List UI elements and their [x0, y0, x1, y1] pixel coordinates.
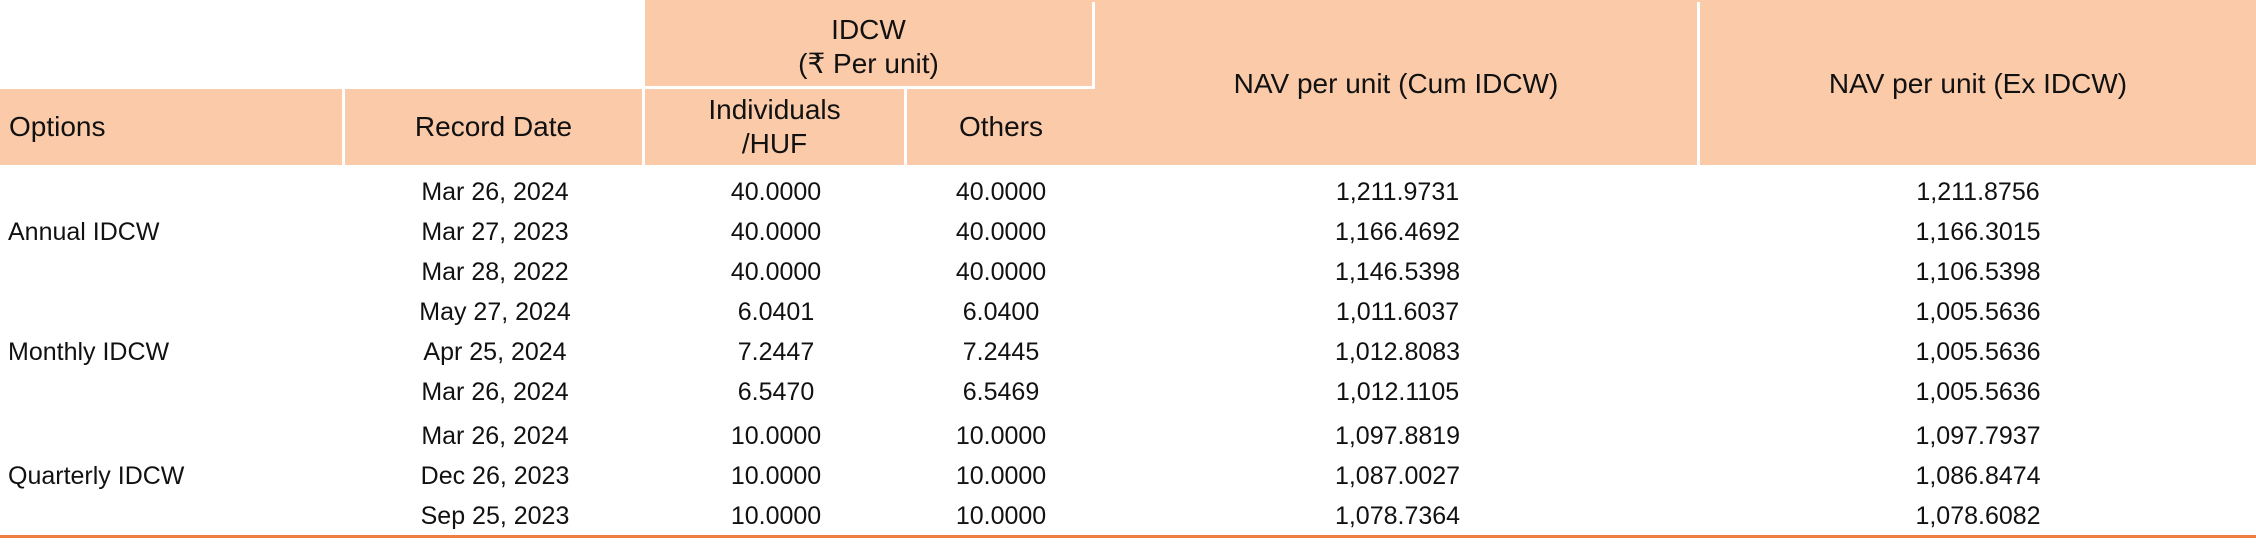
table-row: Mar 27, 2023 40.0000 40.0000 1,166.4692 … — [0, 212, 2256, 252]
option-cell-annual: Annual IDCW — [8, 218, 160, 246]
nav-cum-cell: 1,012.1105 — [1335, 378, 1460, 406]
individuals-cell: 10.0000 — [730, 462, 822, 490]
record-date-cell: Mar 26, 2024 — [421, 422, 569, 450]
header-record-date: Record Date — [345, 89, 645, 168]
header-idcw-title: IDCW — [831, 14, 906, 45]
individuals-cell: 40.0000 — [730, 178, 822, 206]
record-date-cell: Mar 26, 2024 — [421, 378, 569, 406]
nav-ex-cell: 1,166.3015 — [1915, 218, 2041, 246]
nav-cum-cell: 1,166.4692 — [1334, 218, 1461, 246]
record-date-cell: Dec 26, 2023 — [420, 462, 570, 490]
table-body: Annual IDCW Mar 26, 2024 40.0000 40.0000… — [0, 168, 2256, 536]
nav-ex-cell: 1,211.8756 — [1916, 178, 2040, 206]
header-nav-ex: NAV per unit (Ex IDCW) — [1700, 2, 2256, 168]
nav-ex-cell: 1,078.6082 — [1915, 502, 2041, 530]
table-row: Apr 25, 2024 7.2447 7.2445 1,012.8083 1,… — [0, 332, 2256, 372]
record-date-cell: Apr 25, 2024 — [423, 338, 567, 366]
header-nav-cum: NAV per unit (Cum IDCW) — [1095, 2, 1700, 168]
others-cell: 40.0000 — [955, 218, 1047, 246]
record-date-cell: Mar 27, 2023 — [421, 218, 569, 246]
table-row: Quarterly IDCW Mar 26, 2024 10.0000 10.0… — [0, 412, 2256, 490]
individuals-cell: 6.0401 — [737, 298, 815, 326]
nav-cum-cell: 1,011.6037 — [1335, 298, 1460, 326]
individuals-cell: 6.5470 — [737, 378, 815, 406]
individuals-cell: 40.0000 — [730, 258, 822, 286]
record-date-cell: Mar 26, 2024 — [421, 178, 569, 206]
record-date-cell: May 27, 2024 — [419, 298, 571, 326]
header-individuals-label: Individuals — [708, 94, 841, 125]
header-options: Options — [0, 89, 345, 168]
table-bottom-rule — [0, 535, 2256, 538]
table-row: Mar 26, 2024 6.5470 6.5469 1,012.1105 1,… — [0, 372, 2256, 412]
header-idcw-subtitle: (₹ Per unit) — [798, 48, 939, 79]
individuals-cell: 40.0000 — [730, 218, 822, 246]
others-cell: 40.0000 — [955, 258, 1047, 286]
individuals-cell: 10.0000 — [730, 422, 822, 450]
header-idcw: IDCW (₹ Per unit) — [645, 2, 1095, 89]
table-row: Sep 25, 2023 10.0000 10.0000 1,078.7364 … — [0, 496, 2256, 536]
others-cell: 10.0000 — [955, 462, 1047, 490]
header-individuals: Individuals /HUF — [645, 89, 907, 168]
nav-cum-cell: 1,146.5398 — [1334, 258, 1461, 286]
table-row: Mar 28, 2022 40.0000 40.0000 1,146.5398 … — [0, 252, 2256, 292]
nav-ex-cell: 1,005.5636 — [1915, 298, 2041, 326]
nav-cum-cell: 1,211.9731 — [1335, 178, 1460, 206]
table-row: Monthly IDCW May 27, 2024 6.0401 6.0400 … — [0, 292, 2256, 366]
nav-ex-cell: 1,106.5398 — [1915, 258, 2041, 286]
others-cell: 7.2445 — [962, 338, 1040, 366]
nav-cum-cell: 1,097.8819 — [1334, 422, 1461, 450]
table-row: Annual IDCW Mar 26, 2024 40.0000 40.0000… — [0, 168, 2256, 246]
nav-cum-cell: 1,087.0027 — [1334, 462, 1461, 490]
nav-ex-cell: 1,005.5636 — [1915, 378, 2041, 406]
record-date-cell: Mar 28, 2022 — [421, 258, 569, 286]
header-top-rule — [645, 0, 2256, 3]
header-others: Others — [907, 89, 1095, 168]
table-row: Dec 26, 2023 10.0000 10.0000 1,087.0027 … — [0, 456, 2256, 496]
others-cell: 40.0000 — [955, 178, 1047, 206]
others-cell: 10.0000 — [955, 422, 1047, 450]
table-header: IDCW (₹ Per unit) NAV per unit (Cum IDCW… — [0, 2, 2256, 168]
nav-cum-cell: 1,078.7364 — [1334, 502, 1461, 530]
record-date-cell: Sep 25, 2023 — [420, 502, 570, 530]
others-cell: 6.5469 — [962, 378, 1040, 406]
individuals-cell: 10.0000 — [730, 502, 822, 530]
nav-ex-cell: 1,005.5636 — [1915, 338, 2041, 366]
header-individuals-suffix: /HUF — [741, 128, 808, 159]
others-cell: 10.0000 — [955, 502, 1047, 530]
option-cell-quarterly: Quarterly IDCW — [8, 462, 185, 490]
individuals-cell: 7.2447 — [737, 338, 815, 366]
nav-ex-cell: 1,086.8474 — [1915, 462, 2041, 490]
option-cell-monthly: Monthly IDCW — [8, 338, 170, 366]
nav-ex-cell: 1,097.7937 — [1915, 422, 2041, 450]
others-cell: 6.0400 — [962, 298, 1040, 326]
header-blank-cell — [0, 2, 645, 89]
nav-cum-cell: 1,012.8083 — [1334, 338, 1461, 366]
